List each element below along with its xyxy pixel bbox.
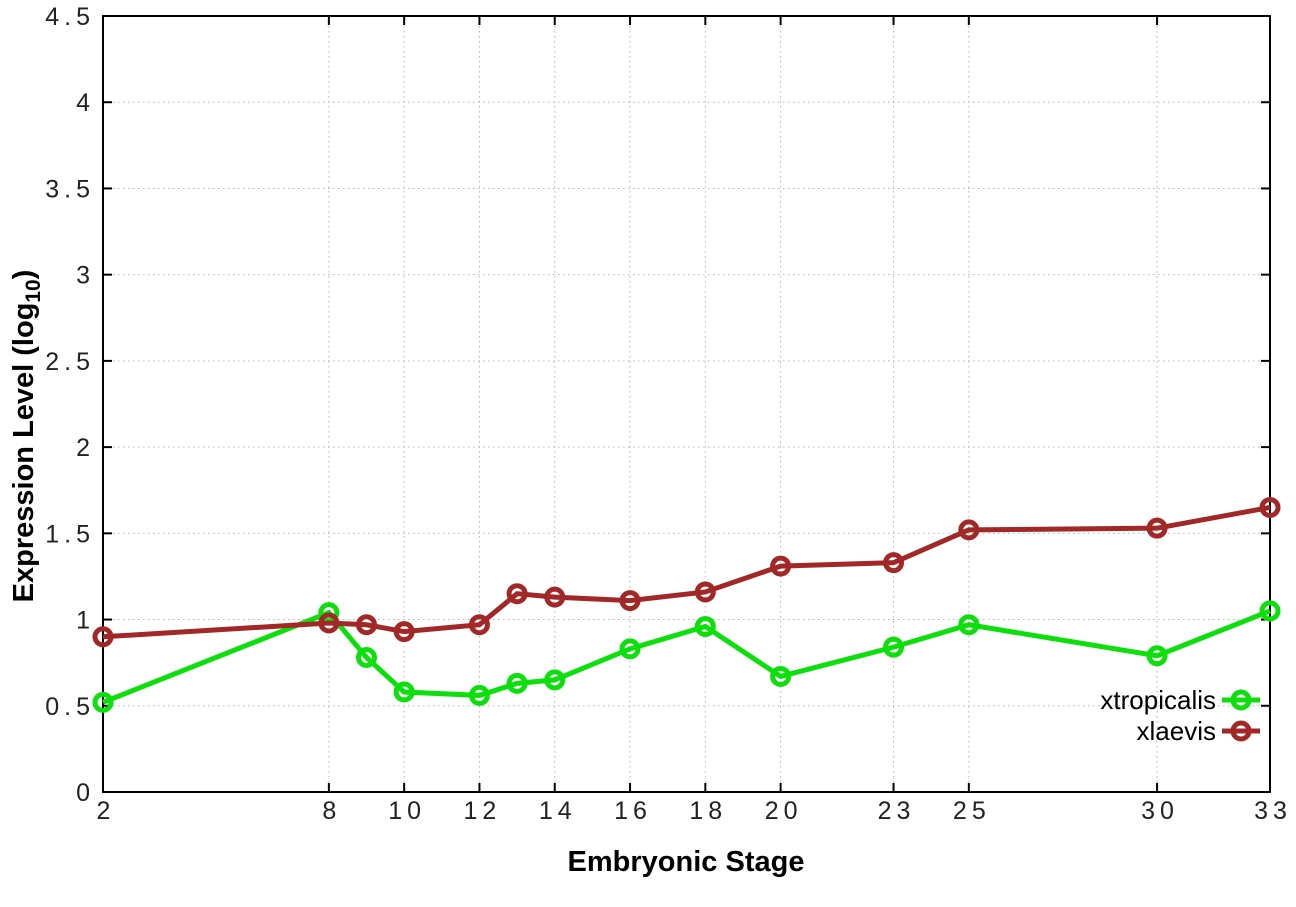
y-tick-label: 1.5	[45, 520, 95, 548]
legend-marker-icon	[1230, 689, 1252, 711]
x-tick-label: 30	[1141, 797, 1179, 825]
data-point-xlaevis	[92, 626, 114, 648]
y-tick-label: 2	[76, 434, 95, 462]
data-point-xtropicalis	[506, 672, 528, 694]
data-point-xtropicalis	[1259, 600, 1281, 622]
data-point-xtropicalis	[544, 669, 566, 691]
data-point-xlaevis	[694, 581, 716, 603]
x-tick-label: 12	[464, 797, 502, 825]
data-point-xlaevis	[506, 583, 528, 605]
data-point-xtropicalis	[883, 636, 905, 658]
data-point-xlaevis	[883, 552, 905, 574]
y-axis-title-text: Expression Level (log	[8, 302, 41, 603]
x-tick-label: 20	[765, 797, 803, 825]
data-point-xtropicalis	[393, 681, 415, 703]
y-tick-label: 2.5	[45, 348, 95, 376]
legend-label-xtropicalis: xtropicalis	[1100, 685, 1216, 715]
data-point-xtropicalis	[958, 614, 980, 636]
series-line-xlaevis	[102, 505, 1271, 640]
plot-border	[102, 15, 1271, 793]
legend-label-xlaevis: xlaevis	[1137, 716, 1216, 746]
data-point-xlaevis	[1259, 496, 1281, 518]
x-tick-label: 18	[689, 797, 727, 825]
y-tick-label: 1	[76, 607, 95, 635]
data-point-xlaevis	[619, 590, 641, 612]
x-axis-title: Embryonic Stage	[567, 846, 805, 878]
data-point-xtropicalis	[92, 691, 114, 713]
data-point-xlaevis	[544, 586, 566, 608]
y-axis-title-close: )	[8, 269, 41, 280]
y-tick-label: 4.5	[45, 3, 95, 31]
x-tick-label: 2	[97, 797, 116, 825]
x-tick-label: 16	[614, 797, 652, 825]
data-point-xtropicalis	[468, 684, 490, 706]
x-tick-label: 8	[322, 797, 341, 825]
x-tick-label: 33	[1254, 797, 1292, 825]
x-tick-label: 10	[388, 797, 426, 825]
x-tick-label: 14	[539, 797, 577, 825]
legend-marker-icon	[1230, 720, 1252, 742]
data-point-xlaevis	[393, 621, 415, 643]
data-point-xtropicalis	[356, 646, 378, 668]
data-point-xlaevis	[468, 614, 490, 636]
y-tick-label: 0.5	[45, 693, 95, 721]
data-point-xlaevis	[1146, 517, 1168, 539]
x-tick-label: 25	[953, 797, 991, 825]
data-point-xlaevis	[318, 612, 340, 634]
data-point-xtropicalis	[619, 638, 641, 660]
x-tick-label: 23	[878, 797, 916, 825]
y-axis-title-subscript: 10	[21, 279, 45, 303]
data-point-xtropicalis	[694, 615, 716, 637]
y-tick-label: 4	[76, 89, 95, 117]
data-point-xtropicalis	[1146, 645, 1168, 667]
data-point-xtropicalis	[770, 665, 792, 687]
data-point-xlaevis	[770, 555, 792, 577]
data-point-xlaevis	[958, 519, 980, 541]
data-point-xlaevis	[356, 614, 378, 636]
y-tick-label: 3.5	[45, 175, 95, 203]
y-tick-label: 0	[76, 779, 95, 807]
y-tick-label: 3	[76, 262, 95, 290]
y-axis-title: Expression Level (log10)	[8, 270, 46, 603]
